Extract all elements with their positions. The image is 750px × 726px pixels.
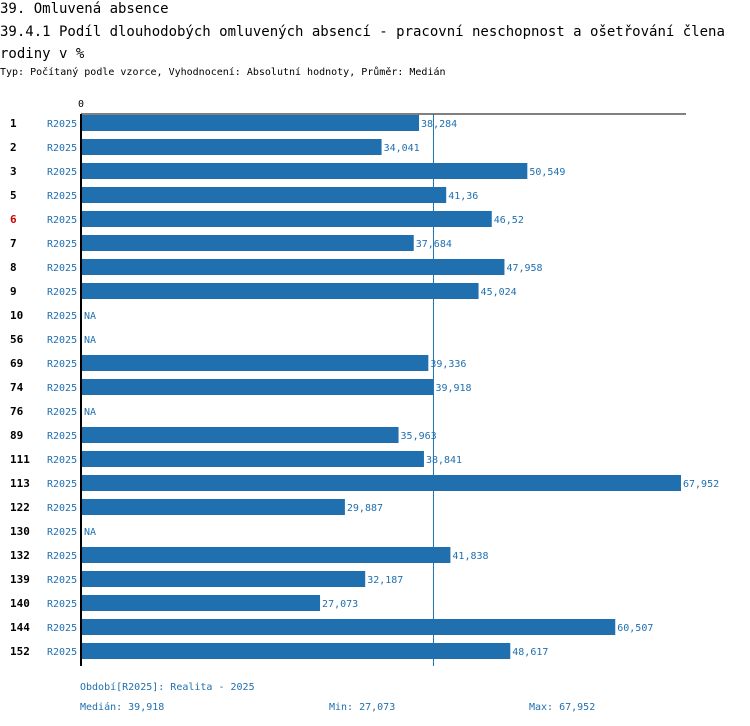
- footer-min: Min: 27,073: [329, 702, 396, 713]
- bar-value-label: NA: [84, 527, 96, 538]
- row-id-label: 2: [10, 141, 17, 154]
- bar-value-label: 34,041: [384, 143, 420, 154]
- row-series-label: R2025: [47, 647, 77, 658]
- bar: [81, 187, 447, 203]
- row-series-label: R2025: [47, 455, 77, 466]
- bar: [81, 355, 429, 371]
- row-series-label: R2025: [47, 263, 77, 274]
- row-id-label: 3: [10, 165, 17, 178]
- row-series-label: R2025: [47, 239, 77, 250]
- bar-value-label: 38,284: [421, 119, 457, 130]
- bar-value-label: 60,507: [617, 623, 653, 634]
- bar-value-label: 38,841: [426, 455, 462, 466]
- bar-value-label: 35,963: [401, 431, 437, 442]
- bar-value-label: 41,838: [452, 551, 488, 562]
- row-id-label: 76: [10, 405, 24, 418]
- bar: [81, 115, 420, 131]
- bar: [81, 283, 479, 299]
- bar: [81, 163, 528, 179]
- row-id-label: 144: [10, 621, 30, 634]
- row-id-label: 152: [10, 645, 30, 658]
- row-id-label: 89: [10, 429, 23, 442]
- row-id-label: 132: [10, 549, 30, 562]
- bar-value-label: 46,52: [494, 215, 524, 226]
- bar-value-label: 41,36: [448, 191, 478, 202]
- bar-value-label: NA: [84, 335, 96, 346]
- bar-value-label: 39,918: [435, 383, 471, 394]
- bar-value-label: 47,958: [506, 263, 542, 274]
- bar-value-label: 50,549: [529, 167, 565, 178]
- row-id-label: 5: [10, 189, 17, 202]
- row-id-label: 140: [10, 597, 30, 610]
- row-series-label: R2025: [47, 119, 77, 130]
- bar-value-label: NA: [84, 311, 96, 322]
- bar: [81, 547, 451, 563]
- row-id-label: 113: [10, 477, 30, 490]
- row-id-label: 111: [10, 453, 30, 466]
- bar: [81, 643, 511, 659]
- bar: [81, 235, 414, 251]
- footer-max: Max: 67,952: [529, 702, 596, 713]
- axis-zero-label: 0: [78, 99, 84, 110]
- section-title: 39. Omluvená absence: [0, 1, 169, 17]
- row-id-label: 122: [10, 501, 30, 514]
- bar: [81, 427, 399, 443]
- bar-value-label: 29,887: [347, 503, 383, 514]
- bar: [81, 619, 616, 635]
- bar-value-label: 32,187: [367, 575, 403, 586]
- row-series-label: R2025: [47, 503, 77, 514]
- row-series-label: R2025: [47, 479, 77, 490]
- row-series-label: R2025: [47, 575, 77, 586]
- footer-median: Medián: 39,918: [80, 702, 165, 713]
- row-id-label: 10: [10, 309, 23, 322]
- row-series-label: R2025: [47, 143, 77, 154]
- row-series-label: R2025: [47, 191, 77, 202]
- row-series-label: R2025: [47, 407, 77, 418]
- bar: [81, 451, 424, 467]
- bar-value-label: 27,073: [322, 599, 358, 610]
- bar: [81, 571, 366, 587]
- row-id-label: 8: [10, 261, 17, 274]
- row-series-label: R2025: [47, 167, 77, 178]
- bar-value-label: 39,336: [430, 359, 466, 370]
- row-id-label: 139: [10, 573, 30, 586]
- footer-period: Období[R2025]: Realita - 2025: [80, 682, 255, 693]
- row-id-label: 130: [10, 525, 30, 538]
- row-series-label: R2025: [47, 335, 77, 346]
- row-series-label: R2025: [47, 527, 77, 538]
- bar: [81, 211, 492, 227]
- bar: [81, 475, 681, 491]
- row-id-label: 1: [10, 117, 17, 130]
- bar-value-label: 67,952: [683, 479, 719, 490]
- row-series-label: R2025: [47, 551, 77, 562]
- row-id-label: 6: [10, 213, 17, 226]
- bar: [81, 139, 382, 155]
- row-series-label: R2025: [47, 383, 77, 394]
- row-series-label: R2025: [47, 623, 77, 634]
- bar-value-label: 45,024: [481, 287, 517, 298]
- row-series-label: R2025: [47, 359, 77, 370]
- row-id-label: 69: [10, 357, 23, 370]
- row-id-label: 74: [10, 381, 24, 394]
- chart-title: 39.4.1 Podíl dlouhodobých omluvených abs…: [0, 24, 725, 62]
- row-series-label: R2025: [47, 287, 77, 298]
- chart-subtitle: Typ: Počítaný podle vzorce, Vyhodnocení:…: [0, 67, 446, 78]
- row-id-label: 7: [10, 237, 17, 250]
- row-id-label: 9: [10, 285, 17, 298]
- bar-value-label: 48,617: [512, 647, 548, 658]
- bar: [81, 379, 434, 395]
- row-series-label: R2025: [47, 215, 77, 226]
- bar: [81, 595, 321, 611]
- row-series-label: R2025: [47, 599, 77, 610]
- row-id-label: 56: [10, 333, 24, 346]
- bar-value-label: 37,684: [416, 239, 452, 250]
- row-series-label: R2025: [47, 431, 77, 442]
- bar: [81, 499, 345, 515]
- row-series-label: R2025: [47, 311, 77, 322]
- bar-value-label: NA: [84, 407, 96, 418]
- bar: [81, 259, 505, 275]
